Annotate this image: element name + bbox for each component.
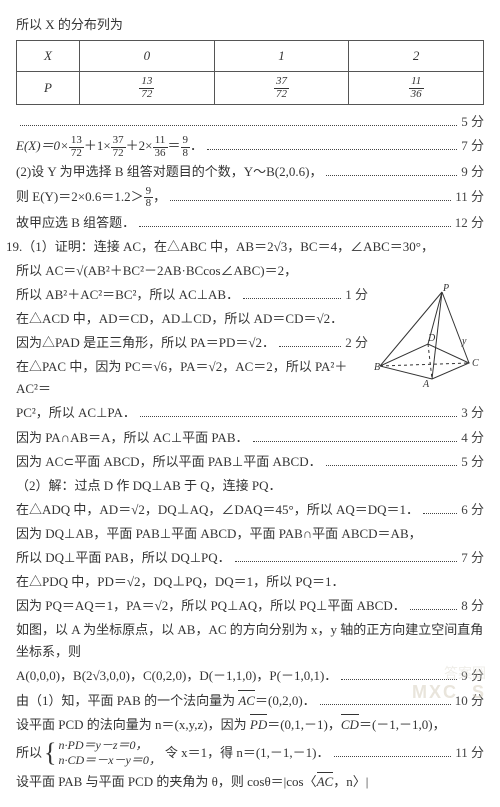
score-4: 4 分 [461, 427, 484, 449]
dotted-leader [410, 600, 458, 610]
svg-text:P: P [442, 284, 449, 294]
line-dq2: 所以 DQ⊥平面 PAB，所以 DQ⊥PQ． [16, 547, 231, 569]
dotted-leader [423, 504, 457, 514]
table-x-0: 0 [80, 41, 215, 72]
score-5: 5 分 [461, 111, 484, 133]
dotted-leader [235, 552, 458, 562]
table-p-0: 1372 [80, 72, 215, 105]
score-5b: 5 分 [461, 451, 484, 473]
watermark-lower: MXC S [412, 677, 486, 708]
line-npcd: 设平面 PCD 的法向量为 n＝(x,y,z)，因为 PD＝(0,1,－1)，C… [16, 714, 484, 736]
line-2head: （2）解：过点 D 作 DQ⊥AB 于 Q，连接 PQ． [16, 475, 484, 497]
table-x-1: 1 [214, 41, 349, 72]
dotted-leader [139, 217, 451, 227]
svg-text:y: y [461, 336, 467, 347]
dotted-leader [253, 431, 458, 441]
dotted-leader [326, 456, 458, 466]
q19-1: 19.（1）证明：连接 AC，在△ABC 中，AB＝2√3，BC＝4，∠ABC＝… [6, 236, 484, 258]
score-12: 12 分 [455, 212, 484, 234]
tetrahedron-figure: P D B A C y [374, 284, 484, 389]
header: 所以 X 的分布列为 [16, 17, 123, 32]
line-coord: 如图，以 A 为坐标原点，以 AB，AC 的方向分别为 x，y 轴的正方向建立空… [16, 619, 484, 663]
score-9: 9 分 [461, 161, 484, 183]
score-8: 8 分 [461, 595, 484, 617]
dotted-leader [207, 140, 457, 150]
score-6: 6 分 [461, 499, 484, 521]
line-ab2: 所以 AB²＋AC²＝BC²，所以 AC⊥AB． [16, 284, 239, 306]
line-pdq: 在△PDQ 中，PD＝√2，DQ⊥PQ，DQ＝1，所以 PQ＝1． [16, 571, 484, 593]
score-11: 11 分 [455, 186, 484, 208]
dotted-leader [170, 191, 451, 201]
line-adq: 在△ADQ 中，AD＝√2，DQ⊥AQ，∠DAQ＝45°，所以 AQ＝DQ＝1． [16, 499, 419, 521]
line-ac: 所以 AC＝√(AB²＋BC²－2AB·BCcos∠ABC)＝2， [16, 260, 484, 282]
table-p-label: P [17, 72, 80, 105]
score-1: 1 分 [345, 284, 368, 306]
table-p-2: 1136 [349, 72, 484, 105]
ey-equation: 则 E(Y)＝2×0.6＝1.2＞98， [16, 186, 166, 210]
svg-text:A: A [422, 379, 430, 389]
dotted-leader [334, 747, 452, 757]
system-eq: 所以 { n·PD＝y－z＝0， n·CD＝－x－y＝0， 令 x＝1，得 n＝… [16, 738, 330, 769]
svg-text:D: D [427, 333, 436, 344]
dotted-leader [326, 166, 457, 176]
score-2: 2 分 [345, 332, 368, 354]
line-pad: 因为△PAD 是正三角形，所以 PA＝PD＝√2． [16, 332, 275, 354]
line-pac2: PC²，所以 AC⊥PA． [16, 402, 136, 424]
dotted-leader [279, 337, 341, 347]
score-7b: 7 分 [461, 547, 484, 569]
ex-equation: E(X)＝0×1372＋1×3772＋2×1136＝98． [16, 135, 203, 159]
line-pa: 因为 PA∩AB＝A，所以 AC⊥平面 PAB． [16, 427, 249, 449]
line-angle: 设平面 PAB 与平面 PCD 的夹角为 θ，则 cosθ＝|cos〈AC，n〉… [16, 771, 484, 793]
line-dq1: 因为 DQ⊥AB，平面 PAB⊥平面 ABCD，平面 PAB∩平面 ABCD＝A… [16, 523, 484, 545]
table-x-2: 2 [349, 41, 484, 72]
line-acsub: 因为 AC⊂平面 ABCD，所以平面 PAB⊥平面 ABCD． [16, 451, 322, 473]
distribution-table: X 0 1 2 P 1372 3772 1136 [16, 40, 484, 105]
table-x-label: X [17, 41, 80, 72]
table-p-1: 3772 [214, 72, 349, 105]
dotted-leader [243, 289, 341, 299]
score-3: 3 分 [461, 402, 484, 424]
dotted-leader [140, 407, 457, 417]
line-2a: (2)设 Y 为甲选择 B 组答对题目的个数，Y～B(2,0.6)， [16, 161, 322, 183]
line-points: A(0,0,0)，B(2√3,0,0)，C(0,2,0)，D(－1,1,0)，P… [16, 665, 337, 687]
svg-text:B: B [374, 362, 380, 373]
dotted-leader [20, 116, 457, 126]
score-11b: 11 分 [455, 742, 484, 764]
conclusion-b: 故甲应选 B 组答题． [16, 212, 135, 234]
score-7: 7 分 [461, 135, 484, 157]
line-pq: 因为 PQ＝AQ＝1，PA＝√2，所以 PQ⊥AQ，所以 PQ⊥平面 ABCD． [16, 595, 406, 617]
line-nac: 由（1）知，平面 PAB 的一个法向量为 AC＝(0,2,0)． [16, 690, 316, 712]
svg-text:C: C [472, 358, 479, 369]
